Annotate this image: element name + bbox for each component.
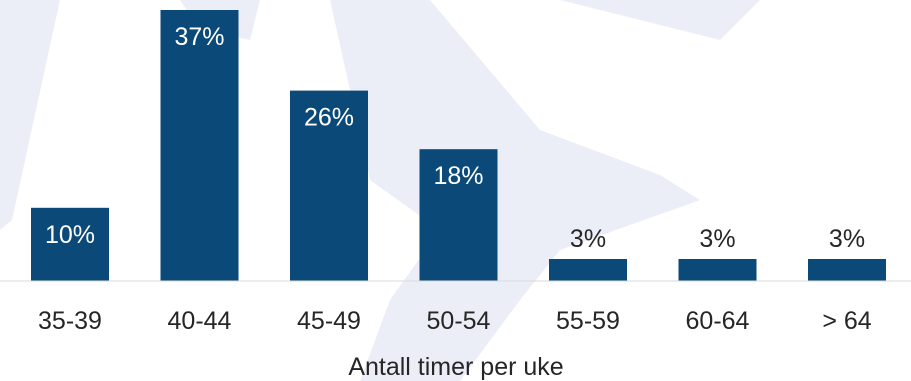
value-label: 37% [174, 23, 224, 51]
bar-55-59 [549, 259, 627, 281]
bar-64 [808, 259, 886, 281]
bars-group [31, 10, 886, 281]
x-tick-label: 55-59 [556, 307, 620, 335]
x-tick-label: 60-64 [686, 307, 750, 335]
x-axis-title: Antall timer per uke [348, 353, 563, 381]
value-label: 3% [699, 225, 735, 253]
value-label: 3% [829, 225, 865, 253]
x-tick-label: 50-54 [427, 307, 491, 335]
bar-45-49 [290, 90, 368, 281]
value-label: 3% [570, 225, 606, 253]
bar-50-54 [419, 149, 498, 281]
x-tick-label: 40-44 [168, 307, 232, 335]
bar-35-39 [31, 207, 109, 281]
value-label: 18% [433, 162, 483, 190]
bar-60-64 [678, 259, 757, 281]
value-label: 10% [45, 221, 95, 249]
x-tick-label: > 64 [822, 307, 871, 335]
x-tick-labels-group: 35-39 40-44 45-49 50-54 55-59 60-64 > 64 [38, 307, 872, 335]
x-tick-label: 35-39 [38, 307, 102, 335]
value-labels-group: 10% 37% 26% 18% 3% 3% 3% [45, 23, 865, 253]
bar-40-44 [160, 10, 239, 281]
background-watermark [0, 0, 760, 381]
x-tick-label: 45-49 [297, 307, 361, 335]
value-label: 26% [304, 104, 354, 132]
